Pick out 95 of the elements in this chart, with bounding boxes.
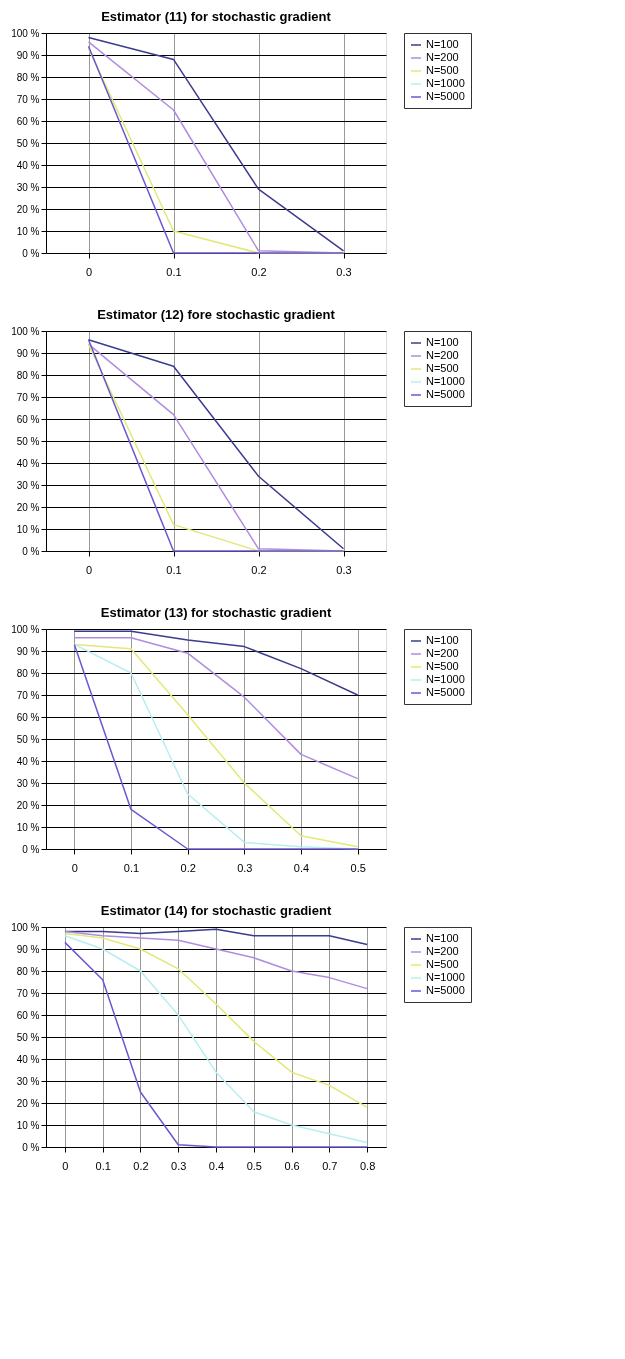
x-tick-label: 0.5 bbox=[350, 861, 366, 874]
y-tick-label: 30 % bbox=[16, 1075, 40, 1087]
legend-label: N=100 bbox=[426, 336, 459, 348]
y-tick-label: 20 % bbox=[16, 799, 40, 811]
y-tick-label: 80 % bbox=[16, 71, 40, 83]
legend-label: N=200 bbox=[426, 647, 459, 659]
y-tick-label: 60 % bbox=[16, 115, 40, 127]
x-tick-label: 0.3 bbox=[336, 563, 352, 576]
x-tick-label: 0.2 bbox=[251, 265, 267, 278]
legend-label: N=5000 bbox=[426, 686, 465, 698]
x-tick-label: 0.1 bbox=[123, 861, 140, 874]
x-tick-label: 0.3 bbox=[171, 1159, 187, 1172]
y-tick-label: 80 % bbox=[16, 965, 40, 977]
legend-label: N=1000 bbox=[426, 77, 465, 89]
y-tick-label: 30 % bbox=[16, 479, 40, 491]
y-tick-label: 100 % bbox=[11, 325, 40, 337]
y-tick-label: 80 % bbox=[16, 369, 40, 381]
y-tick-label: 20 % bbox=[16, 501, 40, 513]
legend-label: N=100 bbox=[426, 932, 459, 944]
y-tick-label: 20 % bbox=[16, 1097, 40, 1109]
chart-title: Estimator (12) fore stochastic gradient bbox=[97, 307, 336, 322]
legend-label: N=1000 bbox=[426, 673, 465, 685]
legend-label: N=1000 bbox=[426, 971, 465, 983]
y-tick-label: 10 % bbox=[16, 225, 40, 237]
y-tick-label: 70 % bbox=[16, 391, 40, 403]
line-series bbox=[64, 932, 368, 1109]
x-tick-label: 0.6 bbox=[284, 1159, 300, 1172]
x-tick-label: 0.3 bbox=[237, 861, 253, 874]
y-tick-label: 70 % bbox=[16, 93, 40, 105]
y-tick-label: 50 % bbox=[16, 137, 40, 149]
legend-label: N=500 bbox=[426, 660, 459, 672]
y-tick-label: 40 % bbox=[16, 1053, 40, 1065]
x-tick-label: 0 bbox=[71, 861, 78, 874]
y-tick-label: 40 % bbox=[16, 755, 40, 767]
legend-label: N=5000 bbox=[426, 388, 465, 400]
y-tick-label: 0 % bbox=[22, 545, 40, 557]
line-series bbox=[64, 930, 368, 990]
legend-label: N=5000 bbox=[426, 984, 465, 996]
x-tick-label: 0.8 bbox=[359, 1159, 376, 1172]
y-tick-label: 80 % bbox=[16, 667, 40, 679]
legend-label: N=5000 bbox=[426, 90, 465, 102]
x-tick-label: 0.2 bbox=[180, 861, 196, 874]
y-tick-label: 50 % bbox=[16, 435, 40, 447]
x-tick-label: 0 bbox=[85, 563, 93, 576]
y-tick-label: 0 % bbox=[22, 843, 40, 855]
y-tick-label: 70 % bbox=[16, 987, 40, 999]
y-tick-label: 60 % bbox=[16, 413, 40, 425]
y-tick-label: 90 % bbox=[16, 943, 40, 955]
y-tick-label: 30 % bbox=[16, 777, 40, 789]
y-tick-label: 50 % bbox=[16, 733, 40, 745]
legend-label: N=1000 bbox=[426, 375, 465, 387]
x-tick-label: 0.1 bbox=[166, 265, 182, 278]
legend-label: N=500 bbox=[426, 362, 459, 374]
y-tick-label: 90 % bbox=[16, 645, 40, 657]
x-tick-label: 0.4 bbox=[293, 861, 310, 874]
x-tick-label: 0.4 bbox=[208, 1159, 225, 1172]
legend-label: N=500 bbox=[426, 958, 459, 970]
y-tick-label: 90 % bbox=[16, 49, 40, 61]
y-tick-label: 100 % bbox=[11, 921, 40, 933]
legend-label: N=200 bbox=[426, 945, 459, 957]
y-tick-label: 10 % bbox=[16, 523, 40, 535]
y-tick-label: 60 % bbox=[16, 1009, 40, 1021]
x-tick-label: 0.3 bbox=[336, 265, 352, 278]
chart-title: Estimator (13) for stochastic gradient bbox=[100, 605, 332, 620]
y-tick-label: 100 % bbox=[11, 623, 40, 635]
chart-title: Estimator (14) for stochastic gradient bbox=[100, 903, 332, 918]
x-tick-label: 0 bbox=[62, 1159, 69, 1172]
y-tick-label: 30 % bbox=[16, 181, 40, 193]
x-tick-label: 0.2 bbox=[133, 1159, 149, 1172]
legend-label: N=100 bbox=[426, 38, 459, 50]
y-tick-label: 10 % bbox=[16, 821, 40, 833]
y-tick-label: 10 % bbox=[16, 1119, 40, 1131]
y-tick-label: 20 % bbox=[16, 203, 40, 215]
legend-label: N=100 bbox=[426, 634, 459, 646]
y-tick-label: 40 % bbox=[16, 159, 40, 171]
legend-label: N=500 bbox=[426, 64, 459, 76]
x-tick-label: 0.7 bbox=[322, 1159, 338, 1172]
y-tick-label: 70 % bbox=[16, 689, 40, 701]
x-tick-label: 0.2 bbox=[251, 563, 267, 576]
line-series bbox=[73, 630, 359, 696]
y-tick-label: 0 % bbox=[22, 1141, 40, 1153]
legend-label: N=200 bbox=[426, 51, 459, 63]
y-tick-label: 50 % bbox=[16, 1031, 40, 1043]
y-tick-label: 100 % bbox=[11, 27, 40, 39]
x-tick-label: 0.5 bbox=[246, 1159, 262, 1172]
legend-label: N=200 bbox=[426, 349, 459, 361]
x-tick-label: 0.1 bbox=[95, 1159, 111, 1172]
line-series bbox=[73, 637, 359, 780]
y-tick-label: 0 % bbox=[22, 247, 40, 259]
y-tick-label: 60 % bbox=[16, 711, 40, 723]
x-tick-label: 0 bbox=[85, 265, 93, 278]
y-tick-label: 40 % bbox=[16, 457, 40, 469]
chart-title: Estimator (11) for stochastic gradient bbox=[101, 9, 332, 24]
y-tick-label: 90 % bbox=[16, 347, 40, 359]
x-tick-label: 0.1 bbox=[166, 563, 182, 576]
